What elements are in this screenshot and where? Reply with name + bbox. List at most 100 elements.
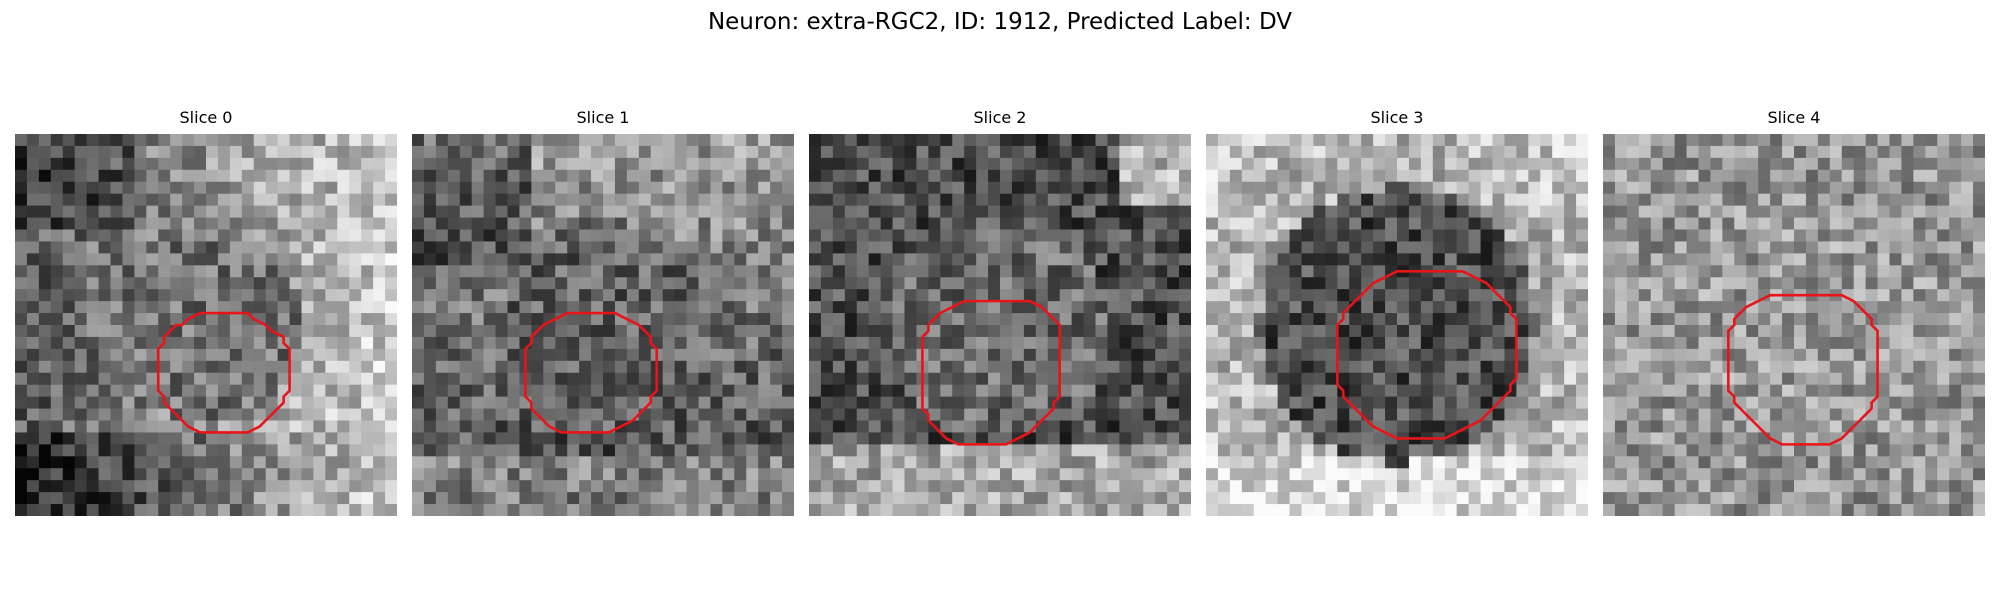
image-pixel [1504,134,1517,147]
image-pixel [626,420,640,433]
image-pixel [1841,157,1855,171]
image-pixel [1206,348,1219,362]
image-pixel [1650,301,1664,314]
image-pixel [782,157,794,171]
image-pixel [1131,325,1144,338]
image-pixel [50,325,64,338]
image-pixel [1229,145,1243,159]
image-pixel [1746,396,1759,409]
image-pixel [349,145,362,159]
image-pixel [686,360,699,374]
image-pixel [1961,408,1974,421]
image-pixel [1408,205,1422,218]
image-pixel [289,241,302,254]
image-pixel [1504,360,1517,374]
image-pixel [1047,444,1061,457]
image-pixel [1722,396,1735,409]
image-pixel [710,181,723,195]
image-pixel [904,277,917,290]
image-pixel [832,157,846,171]
image-pixel [1710,432,1723,445]
image-pixel [1925,420,1938,433]
image-pixel [412,301,425,314]
image-pixel [1782,325,1795,338]
image-pixel [543,169,556,183]
image-pixel [856,396,870,409]
image-pixel [1949,229,1962,242]
image-pixel [122,456,135,469]
image-pixel [758,444,771,457]
image-pixel [1456,492,1470,505]
image-pixel [1408,372,1422,386]
image-pixel [86,444,99,457]
image-pixel [614,432,628,445]
image-pixel [770,277,783,290]
image-pixel [555,193,568,207]
image-pixel [217,348,231,362]
image-pixel [1528,468,1541,481]
image-pixel [1961,181,1974,195]
image-pixel [1206,444,1219,457]
image-pixel [241,217,255,230]
image-pixel [134,492,147,505]
image-pixel [277,134,290,147]
image-pixel [1083,169,1096,183]
image-pixel [447,253,461,266]
image-pixel [1758,301,1771,314]
image-pixel [1456,145,1470,159]
image-pixel [770,145,783,159]
image-pixel [1325,277,1338,290]
image-pixel [650,492,664,505]
image-pixel [447,504,461,516]
image-pixel [1265,325,1279,338]
image-pixel [1480,456,1493,469]
image-pixel [1614,241,1628,254]
image-pixel [98,289,111,302]
image-pixel [412,169,425,183]
image-pixel [1349,145,1362,159]
image-pixel [1638,181,1652,195]
image-pixel [1432,277,1446,290]
image-pixel [1107,289,1120,302]
image-pixel [952,456,965,469]
image-pixel [1107,504,1120,516]
image-pixel [1179,193,1191,207]
image-pixel [495,265,508,278]
image-pixel [1782,408,1795,421]
image-pixel [1492,157,1505,171]
image-pixel [1325,348,1338,362]
image-pixel [495,134,508,147]
image-pixel [1576,301,1588,314]
image-pixel [1059,241,1073,254]
image-pixel [1805,432,1819,445]
image-pixel [1552,157,1565,171]
image-pixel [50,229,64,242]
image-pixel [614,181,628,195]
image-pixel [1035,468,1049,481]
image-pixel [662,480,676,493]
image-pixel [447,289,461,302]
image-pixel [952,372,965,386]
image-pixel [820,313,834,326]
image-pixel [122,384,135,398]
image-pixel [1662,157,1676,171]
image-pixel [412,360,425,374]
image-pixel [1095,145,1108,159]
image-pixel [579,420,592,433]
image-pixel [809,468,822,481]
image-pixel [746,396,759,409]
image-pixel [650,217,664,230]
image-pixel [638,265,652,278]
image-pixel [98,265,111,278]
image-pixel [38,145,52,159]
image-pixel [964,229,977,242]
image-pixel [1083,217,1096,230]
image-pixel [1528,169,1541,183]
image-pixel [1229,217,1243,230]
image-pixel [1000,217,1013,230]
image-pixel [1829,348,1843,362]
image-pixel [1901,336,1914,350]
image-pixel [1301,480,1314,493]
image-pixel [686,145,699,159]
image-pixel [349,217,362,230]
